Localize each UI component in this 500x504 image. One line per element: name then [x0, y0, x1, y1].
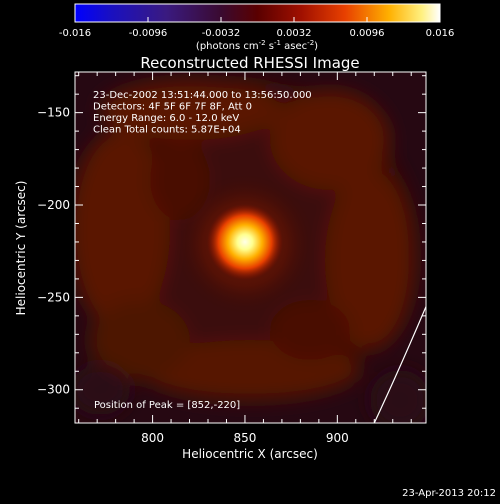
plot-frame	[74, 71, 427, 424]
colorbar-unit-label: (photons cm-2 s-1 asec-2)	[196, 39, 318, 52]
x-axis-label: Heliocentric X (arcsec)	[182, 447, 318, 461]
colorbar	[74, 3, 441, 23]
chart-title: Reconstructed RHESSI Image	[140, 54, 359, 72]
y-tick-label: −150	[37, 106, 70, 120]
x-tick-label: 800	[141, 431, 164, 445]
annotation-line: Detectors: 4F 5F 6F 7F 8F, Att 0	[93, 102, 252, 113]
y-tick-label: −300	[37, 383, 70, 397]
colorbar-tick-label: -0.0032	[202, 28, 241, 39]
annotation-line: Energy Range: 6.0 - 12.0 keV	[93, 113, 239, 124]
colorbar-tick-label: 0.0032	[277, 28, 312, 39]
axis-ticks: 800 850 900 −150 −200 −250 −300	[37, 72, 426, 445]
x-tick-label: 850	[234, 431, 257, 445]
colorbar-ticks: -0.016 -0.0096 -0.0032 0.0032 0.0096 0.016	[59, 17, 454, 39]
colorbar-tick-label: 0.016	[426, 28, 455, 39]
timestamp-footer: 23-Apr-2013 20:12	[402, 488, 496, 499]
colorbar-tick-label: 0.0096	[350, 28, 385, 39]
colorbar-tick-label: -0.0096	[129, 28, 168, 39]
annotation-line: Clean Total counts: 5.87E+04	[93, 125, 241, 136]
peak-position-label: Position of Peak = [852,-220]	[94, 400, 240, 411]
image-area	[75, 72, 426, 423]
annotation-line: 23-Dec-2002 13:51:44.000 to 13:56:50.000	[93, 90, 312, 101]
colorbar-tick-label: -0.016	[59, 28, 91, 39]
y-axis-label: Heliocentric Y (arcsec)	[14, 181, 28, 316]
x-tick-label: 900	[326, 431, 349, 445]
annotations: 23-Dec-2002 13:51:44.000 to 13:56:50.000…	[93, 90, 312, 136]
y-tick-label: −250	[37, 290, 70, 304]
y-tick-label: −200	[37, 198, 70, 212]
solar-limb-arc	[373, 306, 426, 423]
peak-source	[206, 203, 283, 280]
